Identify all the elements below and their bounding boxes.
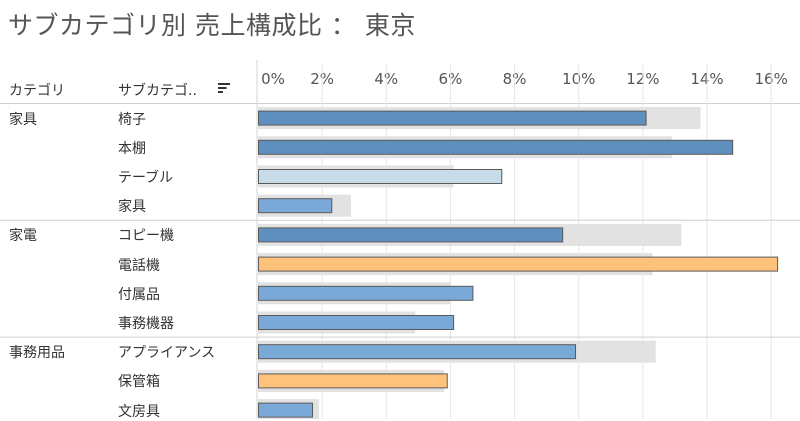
value-bar [258, 169, 503, 184]
value-bar [258, 315, 455, 330]
category-label: 家電 [9, 228, 37, 245]
value-bar [258, 285, 474, 301]
subcategory-label: 椅子 [118, 111, 146, 128]
value-bar [258, 402, 314, 418]
subcategory-label: テーブル [118, 169, 174, 186]
subcategory-label: 電話機 [118, 257, 160, 274]
sort-descending-icon[interactable] [217, 81, 231, 95]
category-label: 事務用品 [9, 345, 65, 362]
subcategory-column-header[interactable]: サブカテゴ.. [118, 83, 197, 99]
category-column-header[interactable]: カテゴリ [9, 83, 65, 99]
x-tick-label: 0% [261, 70, 285, 88]
value-bar [258, 139, 734, 155]
value-bar [258, 227, 564, 243]
subcategory-label: 付属品 [118, 286, 160, 303]
value-bar [258, 256, 779, 272]
subcategory-label: 家具 [118, 199, 146, 216]
chart-title: サブカテゴリ別 売上構成比 ： 東京 [8, 11, 416, 40]
subcategory-label: 事務機器 [118, 315, 174, 332]
subcategory-label: 文房具 [118, 403, 160, 420]
category-label: 家具 [9, 111, 37, 128]
subcategory-label: アプライアンス [118, 345, 216, 362]
subcategory-label: 保管箱 [118, 374, 160, 391]
subcategory-label: コピー機 [118, 228, 174, 245]
subcategory-label: 本棚 [118, 140, 146, 157]
value-bar [258, 110, 647, 126]
value-bar [258, 373, 448, 389]
value-bar [258, 198, 333, 214]
value-bar [258, 344, 577, 360]
